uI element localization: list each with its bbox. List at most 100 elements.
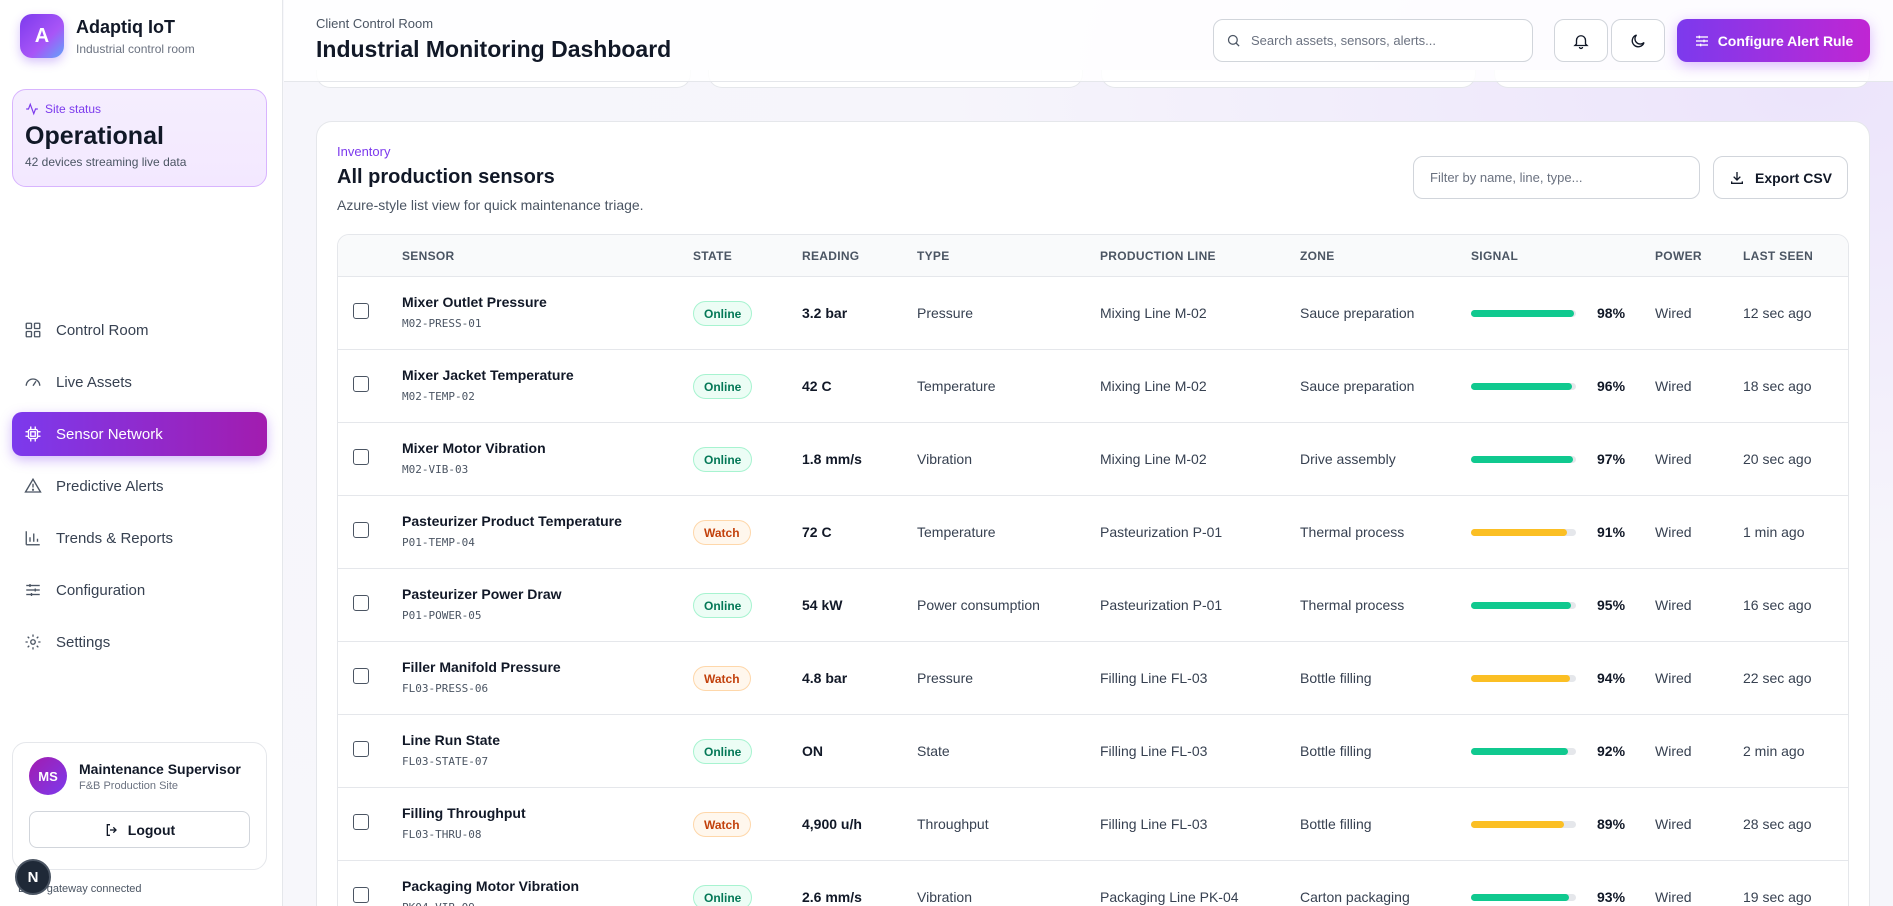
sensor-name[interactable]: Line Run State [402, 732, 501, 748]
status-badge: Online [693, 447, 753, 472]
gateway-status: Edge gateway connected [18, 883, 142, 895]
table-row[interactable]: Pasteurizer Power Draw P01-POWER-05 Online… [338, 569, 1848, 642]
sensor-name[interactable]: Mixer Motor Vibration [402, 440, 546, 456]
signal-bar [1471, 821, 1576, 828]
row-checkbox[interactable] [353, 522, 369, 538]
sensor-id: M02-TEMP-02 [402, 390, 475, 403]
table-row[interactable]: Mixer Motor Vibration M02-VIB-03 Online 1.8… [338, 423, 1848, 496]
table-row[interactable]: Mixer Outlet Pressure M02-PRESS-01 Online 3… [338, 277, 1848, 350]
theme-toggle-button[interactable] [1611, 19, 1665, 62]
user-site: F&B Production Site [79, 779, 179, 792]
sensor-id: P01-TEMP-04 [402, 536, 475, 549]
filter-input[interactable] [1430, 170, 1680, 185]
column-header-state[interactable]: STATE [693, 249, 733, 263]
floating-badge[interactable]: N [15, 859, 51, 895]
sliders-icon [1695, 35, 1708, 46]
last-seen: 20 sec ago [1743, 451, 1812, 467]
notifications-button[interactable] [1554, 19, 1608, 62]
power-source: Wired [1655, 378, 1692, 394]
signal-bar [1471, 894, 1576, 901]
column-header-sensor[interactable]: SENSOR [402, 249, 455, 263]
table-header: SENSOR STATE READING TYPE PRODUCTION LIN… [338, 235, 1848, 277]
table-row[interactable]: Filling Throughput FL03-THRU-08 Watch 4,900… [338, 788, 1848, 861]
table-row[interactable]: Filler Manifold Pressure FL03-PRESS-06 Wat… [338, 642, 1848, 715]
signal-percent: 92% [1597, 743, 1626, 759]
sidebar-item-predictive-alerts[interactable]: Predictive Alerts [12, 464, 267, 508]
status-badge: Online [693, 374, 753, 399]
row-checkbox[interactable] [353, 595, 369, 611]
sidebar-item-label: Configuration [56, 581, 146, 599]
sidebar-item-label: Sensor Network [56, 425, 163, 443]
sensor-name[interactable]: Filling Throughput [402, 805, 526, 821]
site-status-label: Site status [45, 102, 102, 116]
sidebar-item-sensor-network[interactable]: Sensor Network [12, 412, 267, 456]
brand[interactable]: A Adaptiq IoT Industrial control room [20, 14, 195, 58]
sidebar-item-settings[interactable]: Settings [12, 620, 267, 664]
row-checkbox[interactable] [353, 376, 369, 392]
sensor-name[interactable]: Pasteurizer Power Draw [402, 586, 562, 602]
column-header-type[interactable]: TYPE [917, 249, 950, 263]
zone: Sauce preparation [1300, 378, 1415, 394]
sensor-id: M02-VIB-03 [402, 463, 469, 476]
configure-alert-rule-button[interactable]: Configure Alert Rule [1677, 19, 1870, 62]
sensor-id: FL03-THRU-08 [402, 828, 482, 841]
sensor-reading: 72 C [802, 524, 832, 540]
sensor-name[interactable]: Mixer Jacket Temperature [402, 367, 574, 383]
zone: Bottle filling [1300, 670, 1372, 686]
table-row[interactable]: Line Run State FL03-STATE-07 Online ON State… [338, 715, 1848, 788]
sidebar-item-configuration[interactable]: Configuration [12, 568, 267, 612]
row-checkbox[interactable] [353, 741, 369, 757]
power-source: Wired [1655, 597, 1692, 613]
zone: Drive assembly [1300, 451, 1396, 467]
sensor-reading: 4,900 u/h [802, 816, 862, 832]
breadcrumb[interactable]: Client Control Room [316, 16, 434, 31]
sensor-type: Pressure [917, 305, 974, 321]
column-header-last-seen[interactable]: LAST SEEN [1743, 249, 1814, 263]
power-source: Wired [1655, 743, 1692, 759]
signal-percent: 91% [1597, 524, 1626, 540]
sensor-name[interactable]: Mixer Outlet Pressure [402, 294, 547, 310]
top-header: Client Control Room Industrial Monitorin… [284, 0, 1893, 82]
row-checkbox[interactable] [353, 668, 369, 684]
row-checkbox[interactable] [353, 887, 369, 903]
avatar[interactable]: MS [29, 757, 67, 795]
sensor-name[interactable]: Packaging Motor Vibration [402, 878, 580, 894]
production-line: Pasteurization P-01 [1100, 524, 1223, 540]
column-header-production-line[interactable]: PRODUCTION LINE [1100, 249, 1216, 263]
signal-bar-fill [1471, 602, 1571, 609]
warning-icon [24, 477, 42, 493]
table-row[interactable]: Packaging Motor Vibration PK04-VIB-09 Onli… [338, 861, 1848, 906]
export-label: Export CSV [1754, 169, 1832, 186]
column-header-reading[interactable]: READING [802, 249, 860, 263]
logout-button[interactable]: Logout [29, 811, 250, 848]
production-line: Filling Line FL-03 [1100, 743, 1208, 759]
column-header-power[interactable]: POWER [1655, 249, 1702, 263]
sensor-id: FL03-PRESS-06 [402, 682, 489, 695]
sidebar-item-trends-reports[interactable]: Trends & Reports [12, 516, 267, 560]
sensor-name[interactable]: Filler Manifold Pressure [402, 659, 561, 675]
power-source: Wired [1655, 670, 1692, 686]
search-input[interactable] [1251, 33, 1521, 48]
sliders-icon [26, 584, 40, 596]
moon-icon [1631, 33, 1645, 47]
sensor-name[interactable]: Pasteurizer Product Temperature [402, 513, 622, 529]
column-header-signal[interactable]: SIGNAL [1471, 249, 1519, 263]
table-row[interactable]: Mixer Jacket Temperature M02-TEMP-02 Onlin… [338, 350, 1848, 423]
sidebar-item-control-room[interactable]: Control Room [12, 308, 267, 352]
global-search[interactable] [1213, 19, 1533, 62]
table-row[interactable]: Pasteurizer Product Temperature P01-TEMP-… [338, 496, 1848, 569]
sensor-id: FL03-STATE-07 [402, 755, 489, 768]
column-header-zone[interactable]: ZONE [1300, 249, 1335, 263]
sensor-id: PK04-VIB-09 [402, 901, 475, 906]
export-csv-button[interactable]: Export CSV [1713, 156, 1848, 199]
row-checkbox[interactable] [353, 449, 369, 465]
status-badge: Watch [693, 520, 751, 545]
row-checkbox[interactable] [353, 814, 369, 830]
row-checkbox[interactable] [353, 303, 369, 319]
last-seen: 2 min ago [1743, 743, 1805, 759]
filter-field[interactable] [1413, 156, 1700, 199]
sidebar-item-live-assets[interactable]: Live Assets [12, 360, 267, 404]
signal-bar-fill [1471, 821, 1565, 828]
last-seen: 22 sec ago [1743, 670, 1812, 686]
sensor-reading: 42 C [802, 378, 832, 394]
